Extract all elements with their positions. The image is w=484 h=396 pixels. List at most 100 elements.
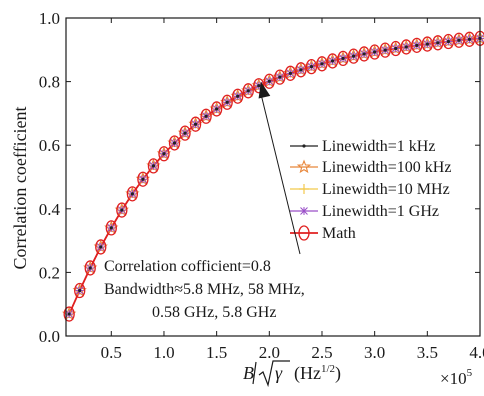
data-point-dot [88,266,92,270]
data-point-circle [105,220,117,236]
x-axis-label-unit-open: (Hz [294,363,321,384]
annotation: Correlation cofficient=0.8 Bandwidth≈5.8… [104,81,305,321]
plot-marks [62,30,484,322]
data-point-dot [467,37,472,41]
data-point-circle [126,186,139,202]
data-point-dot [246,89,250,93]
data-point-circle [189,116,202,132]
legend-marker-dot [302,144,306,148]
data-point-dot [351,54,356,58]
x-axis-label-b: B [243,363,254,383]
data-point-dot [362,52,366,56]
x-axis-label-unit: (Hz1/2) [294,363,341,384]
x-axis-label-unit-exp: 1/2 [321,363,335,375]
data-point-dot [288,71,292,75]
y-tick-label: 0.8 [39,73,60,92]
data-point-dot [120,208,124,212]
data-point-dot [383,48,387,52]
data-point-circle [84,260,96,276]
data-point-circle [95,239,107,255]
data-point-dot [257,84,261,88]
data-point-dot [215,107,219,111]
data-point-circle [263,73,275,89]
data-point-circle [305,59,318,75]
data-point-dot [183,131,187,135]
data-point-circle [210,101,223,117]
legend-label: Linewidth=10 MHz [322,181,450,198]
data-point-dot [425,42,429,46]
data-point-dot [130,192,134,196]
legend: Linewidth=1 kHz Linewidth=100 kHz Linewidt… [290,138,451,242]
data-point-circle [316,56,328,72]
data-point-circle [221,94,233,110]
data-point-circle [200,108,212,124]
annotation-line-1: Correlation cofficient=0.8 [104,258,271,275]
x-tick-label: 3.5 [417,343,438,362]
annotation-arrow [260,93,301,255]
x-axis-label-gamma: γ [275,363,283,383]
x-tick-label: 2.0 [259,343,280,362]
data-point-dot [162,152,166,156]
x-multiplier: ×105 [440,367,473,388]
y-tick-label: 0.6 [39,136,60,155]
legend-label: Math [322,225,356,242]
x-axis-label-sqrt [258,360,290,388]
data-point-circle [253,78,265,94]
annotation-arrowhead [258,81,271,99]
legend-marker-star [296,159,312,174]
data-point-circle [74,282,86,299]
x-multiplier-base: ×10 [440,369,467,388]
data-point-dot [404,45,408,49]
data-point-dot [309,65,314,69]
x-tick-label: 2.5 [311,343,332,362]
legend-label: Linewidth=1 GHz [322,203,439,220]
data-point-dot [151,164,156,168]
plot-frame [65,17,481,337]
legend-label: Linewidth=1 kHz [322,138,435,155]
x-axis-label: B γ (Hz1/2) [243,360,341,388]
data-point-dot [225,100,229,104]
y-ticks: 0.0 0.2 0.4 0.6 0.8 1.0 [39,9,480,346]
x-tick-label: 4.0 [469,343,484,362]
data-point-dot [204,114,208,118]
x-tick-label: 1.0 [153,343,174,362]
x-axis-label-slash [252,361,257,385]
data-point-circle [63,306,75,322]
data-point-dot [172,141,177,145]
data-point-circle [168,135,181,151]
annotation-line-2: Bandwidth≈5.8 MHz, 58 MHz, [104,281,305,298]
y-tick-label: 0.2 [39,263,60,282]
data-point-dot [236,94,240,98]
data-point-dot [78,288,82,293]
data-point-dot [394,46,398,51]
data-point-dot [373,50,377,54]
data-point-circle [116,202,128,218]
x-tick-label: 3.0 [364,343,385,362]
legend-marker-plus [299,184,309,194]
x-ticks: 0.5 1.0 1.5 2.0 2.5 3.0 3.5 4.0 [101,18,484,362]
axes: 0.5 1.0 1.5 2.0 2.5 3.0 3.5 4.0 0.0 0.2 0.4 0.6 0.8… [39,9,484,362]
annotation-line-3: 0.58 GHz, 5.8 GHz [152,304,276,321]
data-point-dot [299,68,303,72]
data-point-circle [358,46,370,62]
data-point-dot [141,177,145,181]
legend-marker-circle [298,225,310,241]
y-tick-label: 0.0 [39,327,60,346]
data-point-dot [457,38,461,42]
data-point-circle [326,53,339,69]
data-point-circle [369,44,381,60]
data-point-dot [436,41,440,45]
data-point-dot [446,39,450,44]
y-tick-label: 0.4 [39,200,61,219]
x-axis-label-unit-close: ) [335,363,341,384]
data-point-circle [295,62,307,78]
data-point-circle [274,69,286,85]
y-axis-label: Correlation coefficient [10,106,30,269]
data-point-dot [267,79,271,83]
data-point-dot [330,59,335,63]
data-point-circle [337,50,349,67]
data-point-dot [99,245,103,249]
data-point-dot [193,122,198,126]
data-point-dot [341,56,345,60]
